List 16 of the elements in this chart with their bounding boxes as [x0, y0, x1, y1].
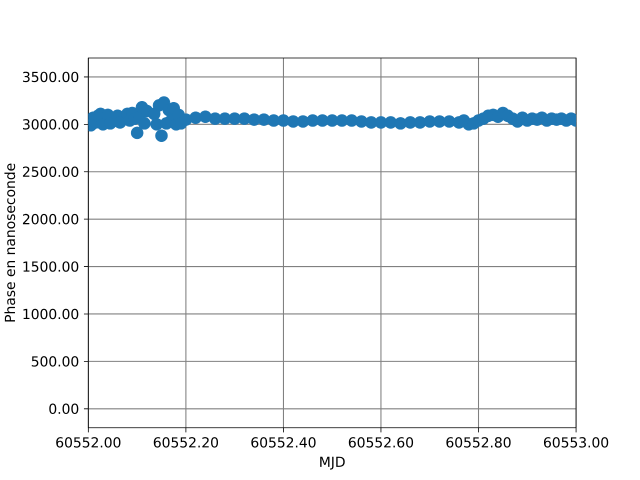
y-tick-label: 2000.00 — [22, 214, 78, 225]
x-axis-title: MJD — [320, 456, 345, 470]
x-tick-label: 60552.00 — [56, 437, 120, 448]
x-tick-label: 60552.40 — [251, 437, 316, 448]
y-tick-label: 2500.00 — [22, 166, 78, 178]
x-tick-label: 60553.00 — [544, 437, 608, 448]
y-tick-label: 1000.00 — [23, 308, 78, 320]
x-tick-label: 60552.60 — [348, 437, 414, 448]
y-tick-label: 3500.00 — [22, 72, 78, 82]
y-axis-title: Phase en nanoseconde — [4, 164, 16, 322]
y-tick-label: 500.00 — [32, 356, 78, 367]
x-tick-label: 60552.20 — [154, 437, 218, 448]
y-tick-label: 1500.00 — [23, 261, 78, 272]
y-tick-label: 0.00 — [49, 404, 78, 414]
y-tick-label: 3000.00 — [22, 119, 78, 130]
x-tick-label: 60552.80 — [446, 437, 511, 448]
